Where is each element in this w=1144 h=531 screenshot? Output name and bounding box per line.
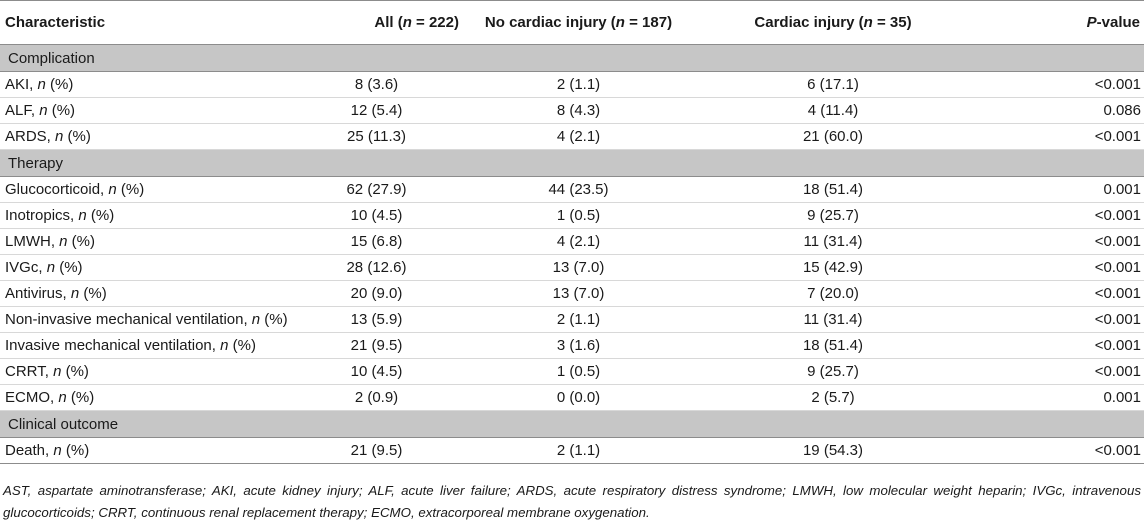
table-row: AKI, n (%) 8 (3.6) 2 (1.1) 6 (17.1) <0.001 <box>0 71 1144 98</box>
table-row: IVGc, n (%) 28 (12.6) 13 (7.0) 15 (42.9) <0.… <box>0 254 1144 281</box>
cell-p-value: <0.001 <box>974 358 1144 385</box>
cell-p-value: <0.001 <box>974 332 1144 359</box>
cell-all: 21 (9.5) <box>288 437 465 464</box>
section-title: Clinical outcome <box>0 410 1144 438</box>
row-characteristic: IVGc, n (%) <box>0 254 288 281</box>
table-row: ALF, n (%) 12 (5.4) 8 (4.3) 4 (11.4) 0.086 <box>0 97 1144 124</box>
cell-cardiac-injury: 19 (54.3) <box>692 437 974 464</box>
cell-all: 21 (9.5) <box>288 332 465 359</box>
cell-cardiac-injury: 7 (20.0) <box>692 280 974 307</box>
cell-all: 28 (12.6) <box>288 254 465 281</box>
cell-all: 13 (5.9) <box>288 306 465 333</box>
table-row: ARDS, n (%) 25 (11.3) 4 (2.1) 21 (60.0) <0.0… <box>0 123 1144 150</box>
cell-p-value: 0.001 <box>974 384 1144 411</box>
cell-p-value: 0.001 <box>974 176 1144 203</box>
cell-all: 62 (27.9) <box>288 176 465 203</box>
row-characteristic: ARDS, n (%) <box>0 123 288 150</box>
cell-p-value: <0.001 <box>974 306 1144 333</box>
cell-no-cardiac-injury: 0 (0.0) <box>465 384 692 411</box>
cell-no-cardiac-injury: 13 (7.0) <box>465 280 692 307</box>
cell-cardiac-injury: 21 (60.0) <box>692 123 974 150</box>
cell-p-value: <0.001 <box>974 254 1144 281</box>
table-row: Antivirus, n (%) 20 (9.0) 13 (7.0) 7 (20.0)… <box>0 280 1144 307</box>
row-characteristic: Inotropics, n (%) <box>0 202 288 229</box>
section-title: Therapy <box>0 149 1144 177</box>
table-body: Complication AKI, n (%) 8 (3.6) 2 (1.1) 6 (1… <box>0 44 1144 464</box>
table-row: Invasive mechanical ventilation, n (%) 21… <box>0 332 1144 359</box>
cell-cardiac-injury: 11 (31.4) <box>692 306 974 333</box>
cell-p-value: <0.001 <box>974 228 1144 255</box>
cell-no-cardiac-injury: 2 (1.1) <box>465 71 692 98</box>
cell-all: 10 (4.5) <box>288 202 465 229</box>
row-characteristic: ECMO, n (%) <box>0 384 288 411</box>
row-characteristic: LMWH, n (%) <box>0 228 288 255</box>
cell-cardiac-injury: 9 (25.7) <box>692 358 974 385</box>
cell-no-cardiac-injury: 4 (2.1) <box>465 228 692 255</box>
results-table: Characteristic All (n = 222) No cardiac … <box>0 0 1144 464</box>
cell-all: 12 (5.4) <box>288 97 465 124</box>
cell-no-cardiac-injury: 13 (7.0) <box>465 254 692 281</box>
header-cardiac-injury: Cardiac injury (n = 35) <box>692 0 974 45</box>
section-header-row: Clinical outcome <box>0 410 1144 438</box>
table-row: Non-invasive mechanical ventilation, n (… <box>0 306 1144 333</box>
cell-no-cardiac-injury: 1 (0.5) <box>465 358 692 385</box>
cell-cardiac-injury: 2 (5.7) <box>692 384 974 411</box>
cell-all: 25 (11.3) <box>288 123 465 150</box>
row-characteristic: Death, n (%) <box>0 437 288 464</box>
cell-cardiac-injury: 18 (51.4) <box>692 332 974 359</box>
header-row: Characteristic All (n = 222) No cardiac … <box>0 0 1144 45</box>
section-title: Complication <box>0 44 1144 72</box>
cell-cardiac-injury: 6 (17.1) <box>692 71 974 98</box>
section-header-row: Therapy <box>0 149 1144 177</box>
cell-cardiac-injury: 18 (51.4) <box>692 176 974 203</box>
cell-p-value: <0.001 <box>974 280 1144 307</box>
cell-no-cardiac-injury: 2 (1.1) <box>465 306 692 333</box>
row-characteristic: Antivirus, n (%) <box>0 280 288 307</box>
section-header-row: Complication <box>0 44 1144 72</box>
cell-cardiac-injury: 9 (25.7) <box>692 202 974 229</box>
row-characteristic: CRRT, n (%) <box>0 358 288 385</box>
header-no-cardiac-injury: No cardiac injury (n = 187) <box>465 0 692 45</box>
cell-no-cardiac-injury: 1 (0.5) <box>465 202 692 229</box>
header-characteristic: Characteristic <box>0 0 288 45</box>
table-row: Glucocorticoid, n (%) 62 (27.9) 44 (23.5) 1… <box>0 176 1144 203</box>
cell-no-cardiac-injury: 4 (2.1) <box>465 123 692 150</box>
cell-no-cardiac-injury: 3 (1.6) <box>465 332 692 359</box>
cell-cardiac-injury: 11 (31.4) <box>692 228 974 255</box>
cell-p-value: <0.001 <box>974 202 1144 229</box>
table-row: CRRT, n (%) 10 (4.5) 1 (0.5) 9 (25.7) <0.001 <box>0 358 1144 385</box>
row-characteristic: Non-invasive mechanical ventilation, n (… <box>0 306 288 333</box>
table-footnote: AST, aspartate aminotransferase; AKI, ac… <box>3 483 1141 520</box>
header-all: All (n = 222) <box>288 0 465 45</box>
row-characteristic: Invasive mechanical ventilation, n (%) <box>0 332 288 359</box>
cell-no-cardiac-injury: 2 (1.1) <box>465 437 692 464</box>
cell-all: 2 (0.9) <box>288 384 465 411</box>
cell-p-value: 0.086 <box>974 97 1144 124</box>
cell-p-value: <0.001 <box>974 123 1144 150</box>
row-characteristic: Glucocorticoid, n (%) <box>0 176 288 203</box>
row-characteristic: ALF, n (%) <box>0 97 288 124</box>
header-p-value: P-value <box>974 0 1144 45</box>
table-row: Inotropics, n (%) 10 (4.5) 1 (0.5) 9 (25.7)… <box>0 202 1144 229</box>
cell-all: 8 (3.6) <box>288 71 465 98</box>
row-characteristic: AKI, n (%) <box>0 71 288 98</box>
cell-all: 20 (9.0) <box>288 280 465 307</box>
cell-cardiac-injury: 15 (42.9) <box>692 254 974 281</box>
table-row: ECMO, n (%) 2 (0.9) 0 (0.0) 2 (5.7) 0.001 <box>0 384 1144 411</box>
cell-p-value: <0.001 <box>974 437 1144 464</box>
cell-all: 15 (6.8) <box>288 228 465 255</box>
cell-all: 10 (4.5) <box>288 358 465 385</box>
cell-no-cardiac-injury: 44 (23.5) <box>465 176 692 203</box>
table-row: LMWH, n (%) 15 (6.8) 4 (2.1) 11 (31.4) <0.00… <box>0 228 1144 255</box>
table-row: Death, n (%) 21 (9.5) 2 (1.1) 19 (54.3) <0.0… <box>0 437 1144 464</box>
cell-p-value: <0.001 <box>974 71 1144 98</box>
cell-no-cardiac-injury: 8 (4.3) <box>465 97 692 124</box>
cell-cardiac-injury: 4 (11.4) <box>692 97 974 124</box>
